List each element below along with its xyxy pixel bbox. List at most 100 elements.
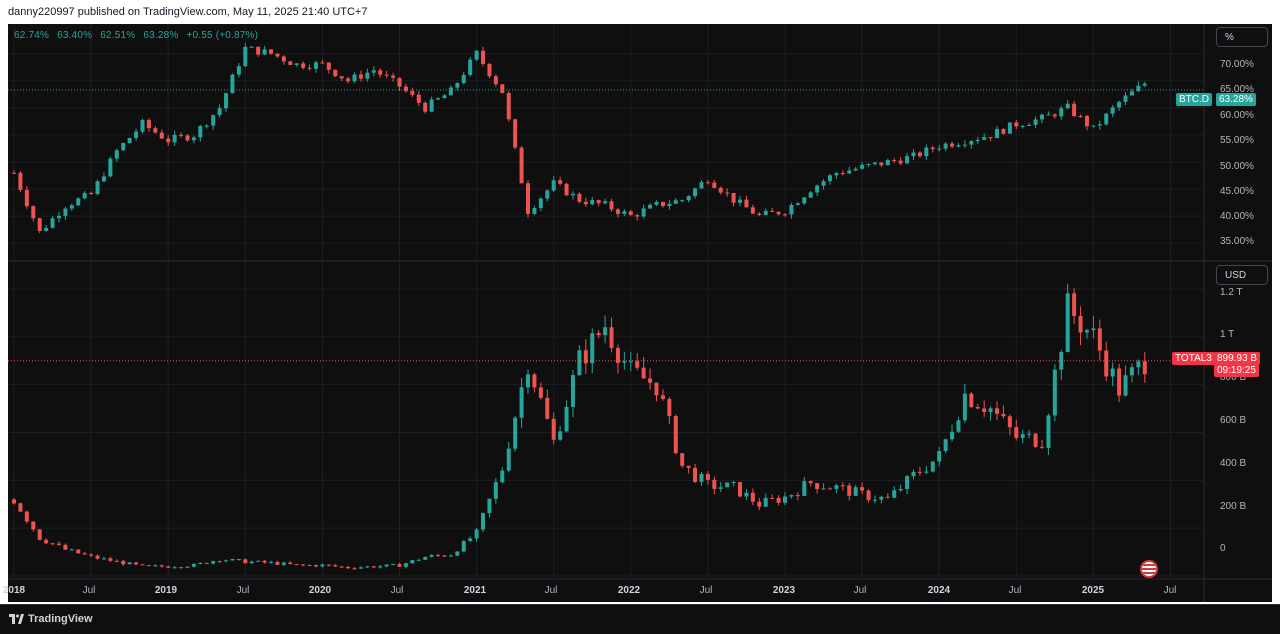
btc-dominance-candle <box>506 93 511 120</box>
btc-dominance-candle <box>365 72 370 79</box>
btc-dominance-candle <box>545 190 550 199</box>
total3-candle <box>834 485 839 489</box>
btc-dominance-candle <box>693 188 698 197</box>
total3-candle <box>256 560 261 562</box>
x-tick-label: 2024 <box>927 585 951 596</box>
total3-candle <box>969 393 974 407</box>
btc-dominance-candle <box>892 160 897 162</box>
btc-dominance-candle <box>827 175 832 182</box>
y-tick-label: 60.00% <box>1220 110 1254 121</box>
btc-dominance-candle <box>153 128 158 133</box>
total3-candle <box>988 408 993 413</box>
us-flag-icon[interactable] <box>1140 560 1158 578</box>
total3-candle <box>114 560 119 562</box>
total3-candle <box>423 556 428 560</box>
btc-ohlc-legend: 62.74% 63.40% 62.51% 63.28% +0.55 (+0.87… <box>14 30 263 41</box>
total3-candle <box>211 561 216 564</box>
btc-dominance-candle <box>89 192 94 195</box>
btc-dominance-candle <box>31 206 36 219</box>
x-tick-label: Jul <box>1008 585 1022 596</box>
btc-dominance-candle <box>1059 108 1064 117</box>
total3-candle <box>1097 328 1102 351</box>
x-tick-label: 2019 <box>154 585 178 596</box>
total3-candle <box>763 497 768 507</box>
x-tick-label: Jul <box>1163 585 1177 596</box>
btc-dominance-candle <box>256 46 261 55</box>
btc-dominance-candle <box>1084 116 1089 127</box>
btc-dominance-candle <box>301 63 306 68</box>
total3-candle <box>191 563 196 567</box>
total3-candle <box>538 387 543 398</box>
footer-brand: TradingView <box>28 613 93 625</box>
btc-dominance-candle <box>808 192 813 198</box>
total3-candle <box>313 565 318 567</box>
total3-candle <box>1104 350 1109 377</box>
ohlc-close: 63.28% <box>143 30 179 41</box>
btc-dominance-candle <box>699 182 704 189</box>
ohlc-low: 62.51% <box>100 30 136 41</box>
btc-dominance-candle <box>493 76 498 85</box>
total3-candle <box>204 562 209 564</box>
total3-candle <box>564 406 569 432</box>
total3-candle <box>410 560 415 564</box>
total3-candle <box>1007 416 1012 428</box>
total3-candle <box>609 327 614 348</box>
total3-candle <box>146 565 151 567</box>
y-tick-label: 800 B <box>1220 372 1247 383</box>
total3-candle <box>712 479 717 489</box>
btc-symbol-tag: BTC.D <box>1176 93 1212 106</box>
total3-candle <box>166 566 171 568</box>
total3-candle <box>12 499 16 504</box>
x-tick-label: Jul <box>544 585 558 596</box>
btc-dominance-candle <box>738 199 743 203</box>
total3-candle <box>1020 434 1025 438</box>
btc-dominance-candle <box>1052 114 1057 117</box>
total3-candle <box>44 539 49 544</box>
total3-candle <box>815 483 820 490</box>
total3-candle <box>570 375 575 407</box>
btc-dominance-candle <box>1142 83 1147 86</box>
total3-candle <box>236 559 241 561</box>
chart-frame[interactable] <box>8 24 1272 602</box>
total3-candle <box>827 488 832 490</box>
chart-canvas[interactable] <box>8 24 1272 602</box>
x-tick-label: 2025 <box>1081 585 1105 596</box>
total3-candle <box>725 482 730 488</box>
btc-dominance-candle <box>905 156 910 164</box>
x-tick-label: Jul <box>82 585 96 596</box>
y-tick-label: 600 B <box>1220 415 1247 426</box>
total3-candle <box>847 485 852 496</box>
total3-candle <box>930 461 935 472</box>
btc-dominance-candle <box>680 200 685 202</box>
total3-candle <box>860 487 865 491</box>
total3-candle <box>294 564 299 566</box>
btc-dominance-candle <box>204 125 209 127</box>
ohlc-open: 62.74% <box>14 30 50 41</box>
y-tick-label: 45.00% <box>1220 186 1254 197</box>
btc-dominance-candle <box>962 144 967 146</box>
btc-dominance-candle <box>712 182 717 188</box>
total3-candle <box>249 561 254 564</box>
total3-candle <box>513 417 518 449</box>
total3-candle <box>1078 315 1083 333</box>
total3-candle <box>506 448 511 471</box>
total3-candle <box>198 562 203 564</box>
total3-candle <box>654 382 659 396</box>
usd-scale-button[interactable]: USD <box>1216 265 1268 285</box>
btc-dominance-candle <box>134 131 139 139</box>
total3-candle <box>378 566 383 568</box>
total3-candle <box>911 471 916 477</box>
footer-bar: TradingView <box>0 604 1280 634</box>
total3-candle <box>121 560 126 565</box>
total3-candle <box>391 564 396 566</box>
total3-countdown-tag: 09:19:25 <box>1214 364 1259 377</box>
btc-dominance-candle <box>69 205 74 209</box>
ohlc-high: 63.40% <box>57 30 93 41</box>
total3-candle <box>905 476 910 489</box>
total3-candle <box>76 549 81 554</box>
total3-candle <box>159 565 164 567</box>
percent-scale-button[interactable]: % <box>1216 27 1268 47</box>
btc-dominance-candle <box>95 181 100 195</box>
btc-dominance-candle <box>1001 128 1006 134</box>
btc-dominance-candle <box>551 180 556 191</box>
